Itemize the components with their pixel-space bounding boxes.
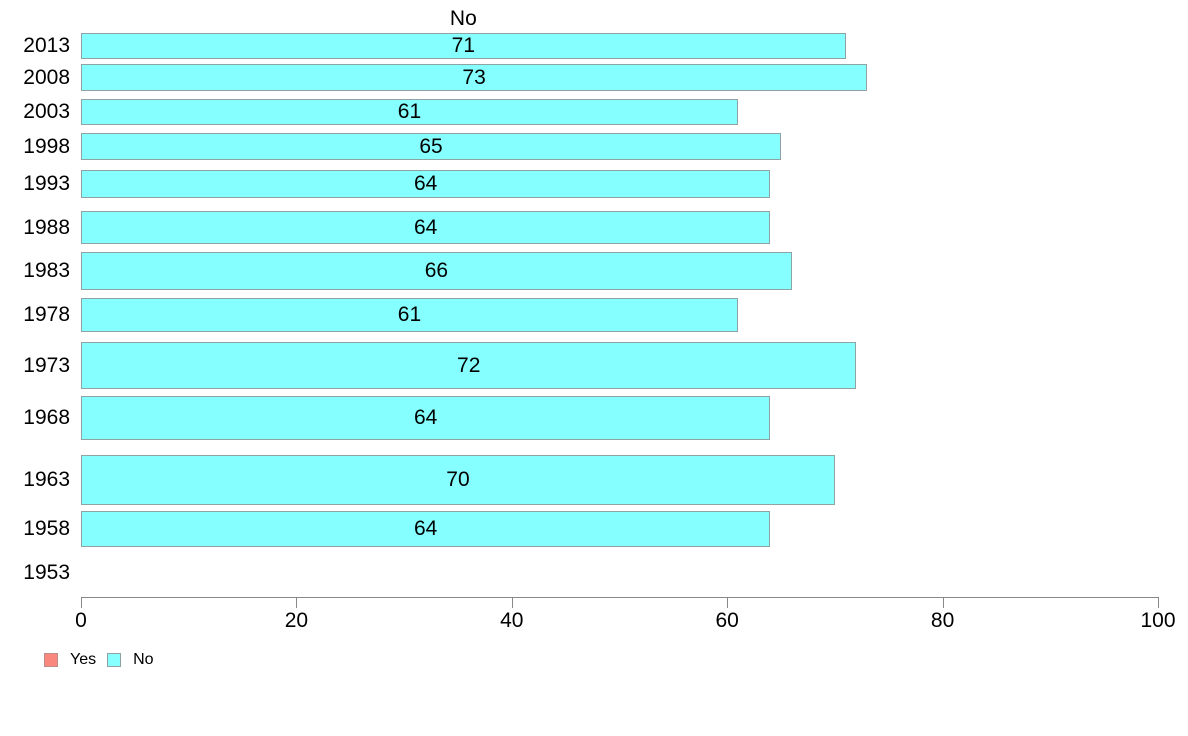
legend-swatch-yes	[44, 653, 58, 667]
bar-value-label: 64	[413, 172, 438, 195]
bar-value-label: 64	[413, 517, 438, 540]
legend-item: No	[107, 651, 154, 669]
bar-value-label: 61	[397, 303, 422, 326]
bar: 64	[81, 396, 771, 440]
x-axis-tick-label: 80	[930, 609, 955, 632]
x-axis-tick-label: 60	[715, 609, 739, 632]
x-axis-tick	[296, 597, 298, 608]
x-axis-tick-label: 0	[75, 609, 87, 632]
x-axis-line	[81, 597, 1158, 598]
bar: 64	[81, 211, 771, 244]
y-axis-label: 1998	[23, 134, 70, 158]
x-axis-tick	[1158, 597, 1159, 608]
bar-value-label: 64	[413, 215, 438, 239]
x-axis-tick	[81, 597, 82, 608]
x-axis-tick-label: 20	[284, 609, 309, 632]
bar: 61	[81, 99, 738, 125]
y-axis-label: 1993	[23, 172, 70, 195]
bar-value-label: 61	[397, 100, 422, 123]
y-axis-label: 1958	[23, 517, 70, 540]
y-axis-label: 2008	[23, 65, 70, 89]
x-axis-tick	[511, 597, 513, 608]
y-axis-label: 2003	[23, 100, 70, 123]
bar: 71	[81, 33, 846, 59]
bar-value-label: 66	[424, 259, 449, 282]
legend-swatch-no	[107, 653, 122, 667]
bar: 65	[81, 133, 782, 160]
x-axis-tick-label: 40	[500, 609, 524, 632]
bar-value-label: 73	[462, 65, 486, 89]
bar: 66	[81, 252, 792, 290]
x-axis-tick	[942, 597, 944, 608]
bar: 70	[81, 455, 835, 505]
y-axis-label: 1963	[23, 468, 70, 491]
bar: 64	[81, 511, 771, 547]
bar: 64	[81, 170, 771, 198]
legend-item: Yes	[44, 651, 96, 669]
y-axis-label: 1973	[23, 353, 70, 377]
y-axis-label: 1978	[23, 303, 70, 326]
bar: 73	[81, 64, 868, 91]
bar-value-label: 71	[451, 34, 475, 57]
legend-label: Yes	[70, 651, 97, 668]
y-axis-label: 1953	[23, 561, 70, 584]
bar-value-label: 70	[446, 468, 470, 491]
bar: 72	[81, 342, 857, 389]
y-axis-label: 2013	[23, 34, 70, 57]
x-axis-tick-label: 100	[1140, 609, 1176, 632]
bar: 61	[81, 298, 738, 332]
legend: Yes No	[44, 651, 154, 669]
y-axis-label: 1988	[23, 215, 70, 239]
y-axis-label: 1968	[23, 406, 70, 429]
bar-value-label: 64	[413, 406, 438, 429]
legend-label: No	[133, 651, 154, 668]
x-axis-tick	[727, 597, 729, 608]
chart-title: No	[449, 7, 477, 30]
y-axis-label: 1983	[23, 259, 70, 282]
bar-value-label: 72	[457, 353, 481, 377]
bar-value-label: 65	[419, 134, 443, 158]
